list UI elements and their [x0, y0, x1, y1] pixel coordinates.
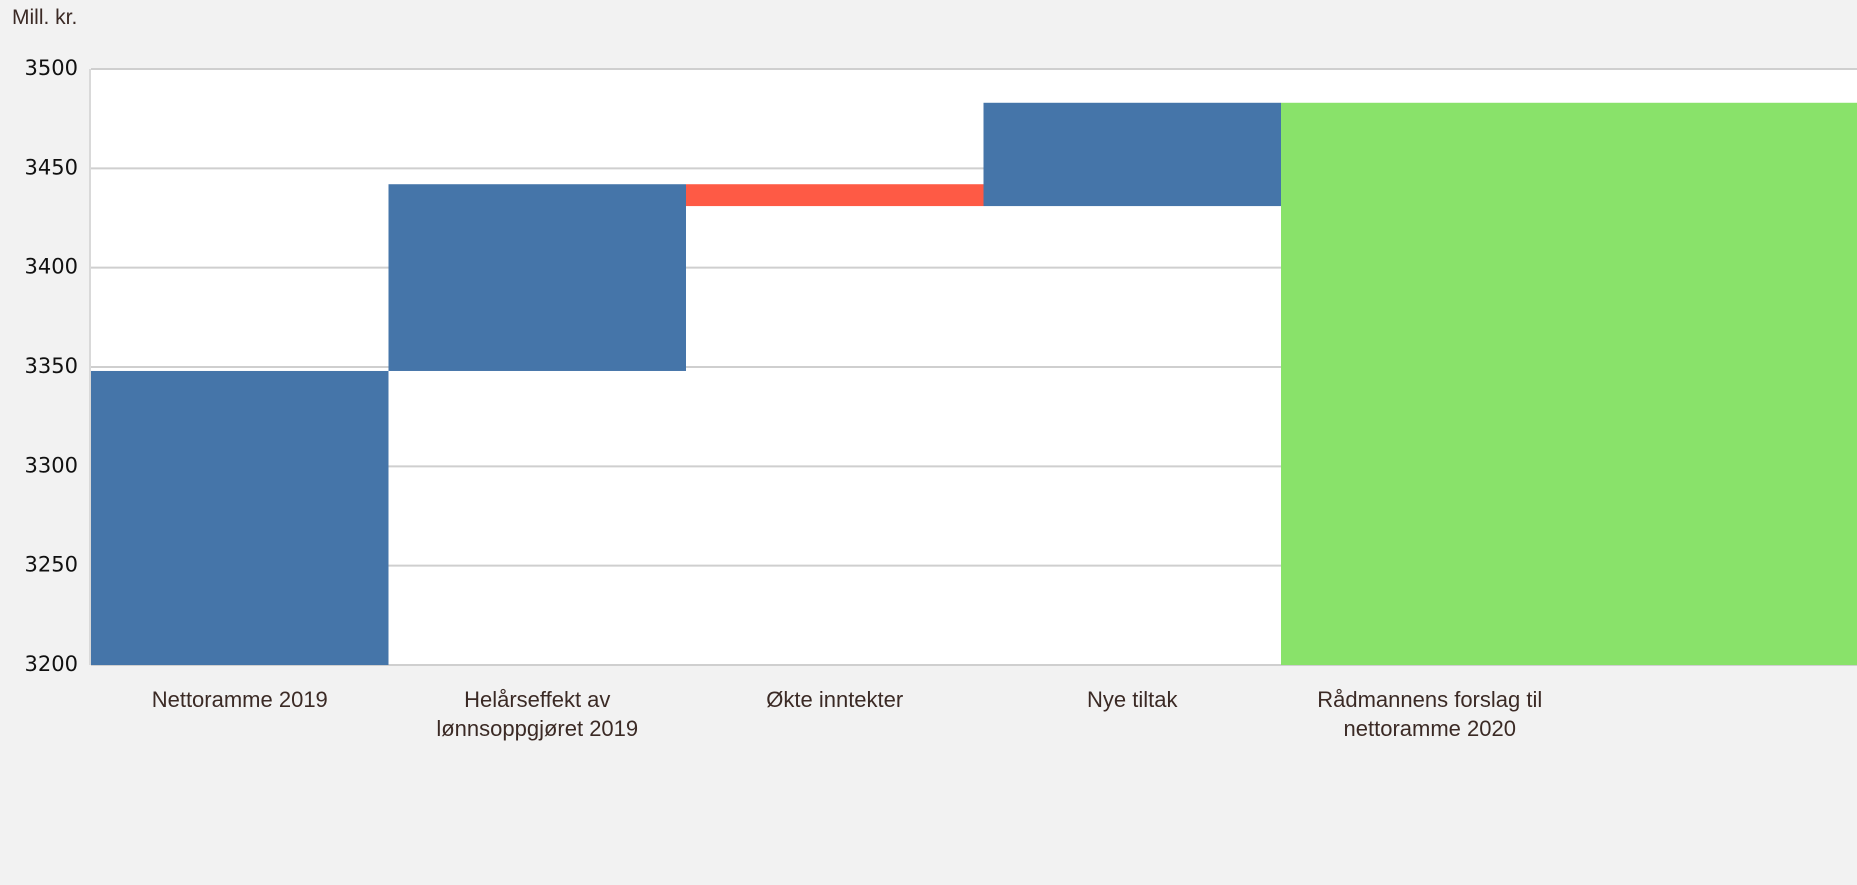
- x-tick-label: Nye tiltak: [1087, 687, 1178, 712]
- bar: [686, 184, 984, 207]
- y-tick-label: 3400: [25, 255, 78, 279]
- x-tick-label: Økte inntekter: [766, 687, 904, 712]
- y-tick-label: 3200: [25, 652, 78, 676]
- x-tick-label: Rådmannens forslag til nettoramme 2020: [1317, 687, 1543, 741]
- bar: [388, 184, 686, 371]
- bar: [983, 102, 1281, 207]
- y-tick-label: 3300: [25, 453, 78, 477]
- y-tick-label: 3350: [25, 354, 78, 378]
- y-tick-label: 3500: [25, 56, 78, 80]
- y-tick-label: 3250: [25, 553, 78, 577]
- y-tick-label: 3450: [25, 155, 78, 179]
- bar: [1281, 102, 1857, 666]
- x-tick-label: Nettoramme 2019: [151, 687, 328, 712]
- x-tick-label: Helårseffekt av lønnsoppgjøret 2019: [436, 687, 639, 741]
- bar: [91, 370, 389, 665]
- y-axis-label: Mill. kr.: [12, 6, 78, 29]
